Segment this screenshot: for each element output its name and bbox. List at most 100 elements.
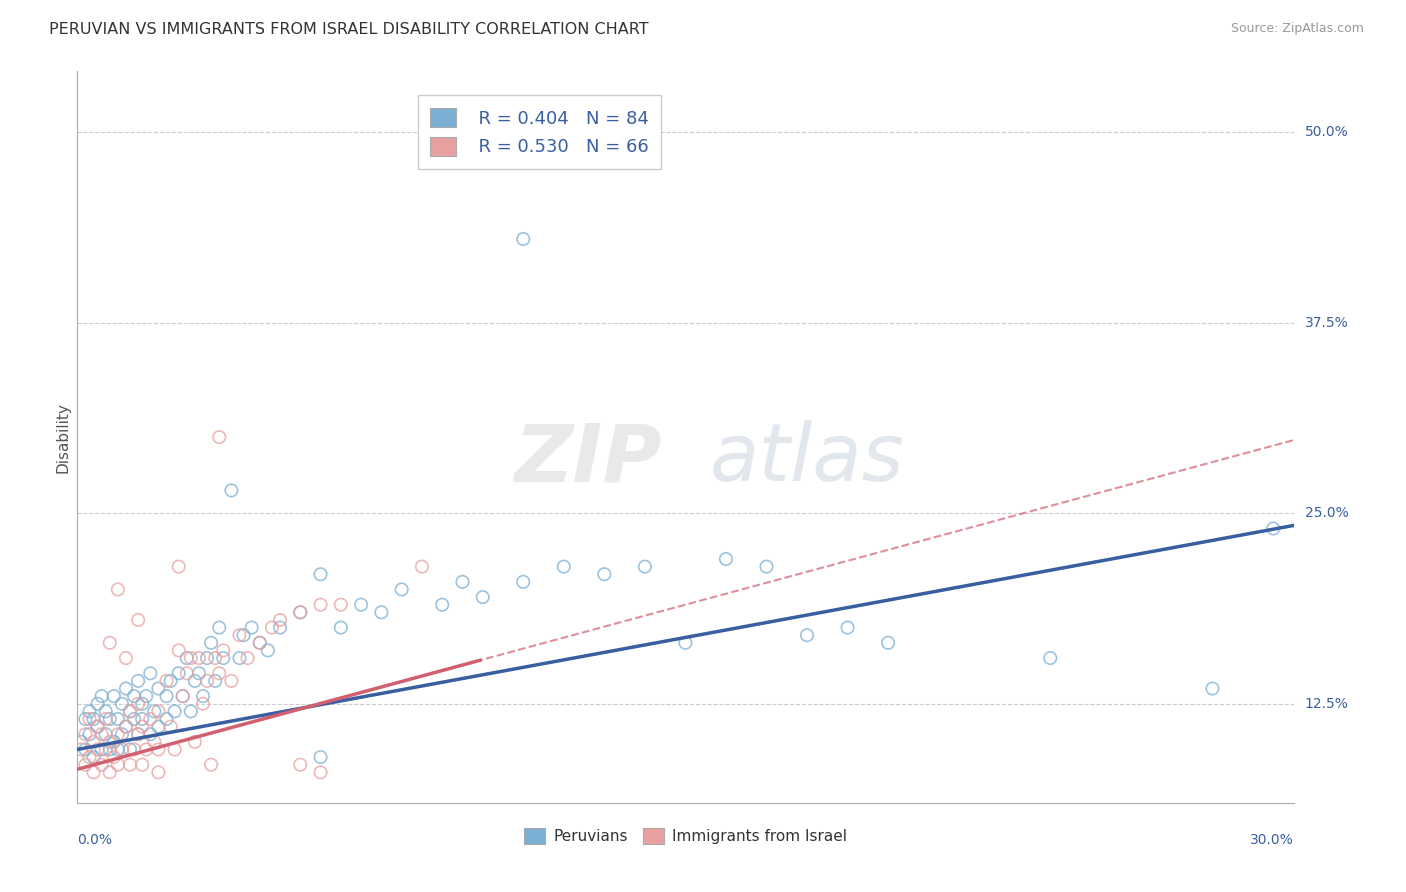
Point — [115, 681, 138, 696]
Point — [90, 757, 112, 772]
Point — [107, 712, 129, 726]
Point — [90, 689, 112, 703]
Point — [188, 666, 211, 681]
Point — [70, 735, 93, 749]
Point — [159, 673, 181, 688]
Point — [139, 712, 162, 726]
Point — [131, 712, 153, 726]
Point — [221, 483, 243, 498]
Y-axis label: Disability: Disability — [55, 401, 70, 473]
Point — [1201, 681, 1223, 696]
Text: Source: ZipAtlas.com: Source: ZipAtlas.com — [1230, 22, 1364, 36]
Point — [94, 712, 117, 726]
Point — [155, 712, 177, 726]
Point — [83, 750, 105, 764]
Point — [75, 712, 97, 726]
Point — [1039, 651, 1062, 665]
Text: 50.0%: 50.0% — [1305, 125, 1348, 139]
Point — [634, 559, 657, 574]
Point — [103, 689, 125, 703]
Point — [148, 742, 170, 756]
Point — [290, 757, 312, 772]
Point — [167, 559, 190, 574]
Point — [131, 720, 153, 734]
Point — [127, 727, 149, 741]
Point — [107, 757, 129, 772]
Point — [98, 765, 121, 780]
Point — [135, 689, 157, 703]
Point — [430, 598, 453, 612]
Point — [269, 613, 291, 627]
Point — [98, 742, 121, 756]
Point — [163, 742, 186, 756]
Point — [837, 621, 859, 635]
Point — [180, 705, 202, 719]
Point — [139, 666, 162, 681]
Point — [228, 628, 250, 642]
Point — [512, 574, 534, 589]
Point — [83, 735, 105, 749]
Point — [135, 742, 157, 756]
Point — [257, 643, 280, 657]
Point — [172, 689, 194, 703]
Point — [103, 750, 125, 764]
Point — [131, 757, 153, 772]
Point — [176, 651, 198, 665]
Point — [309, 598, 332, 612]
Point — [86, 742, 108, 756]
Point — [98, 712, 121, 726]
Point — [309, 750, 332, 764]
Point — [148, 681, 170, 696]
Point — [148, 720, 170, 734]
Point — [877, 636, 900, 650]
Point — [107, 727, 129, 741]
Point — [86, 697, 108, 711]
Point — [75, 757, 97, 772]
Point — [79, 750, 101, 764]
Point — [195, 673, 218, 688]
Point — [471, 590, 494, 604]
Point — [184, 735, 207, 749]
Point — [329, 621, 352, 635]
Point — [127, 673, 149, 688]
Legend: Peruvians, Immigrants from Israel: Peruvians, Immigrants from Israel — [517, 822, 853, 850]
Point — [195, 651, 218, 665]
Point — [86, 720, 108, 734]
Point — [204, 651, 226, 665]
Point — [103, 735, 125, 749]
Point — [200, 636, 222, 650]
Point — [111, 697, 134, 711]
Point — [553, 559, 575, 574]
Point — [309, 567, 332, 582]
Point — [118, 742, 141, 756]
Point — [350, 598, 373, 612]
Point — [714, 552, 737, 566]
Point — [111, 727, 134, 741]
Point — [143, 735, 166, 749]
Point — [796, 628, 818, 642]
Point — [188, 651, 211, 665]
Text: 37.5%: 37.5% — [1305, 316, 1348, 330]
Point — [240, 621, 263, 635]
Point — [232, 628, 254, 642]
Point — [200, 757, 222, 772]
Point — [127, 613, 149, 627]
Point — [155, 689, 177, 703]
Point — [98, 735, 121, 749]
Point — [118, 705, 141, 719]
Point — [191, 697, 214, 711]
Point — [115, 720, 138, 734]
Point — [184, 673, 207, 688]
Point — [118, 705, 141, 719]
Text: ZIP: ZIP — [515, 420, 662, 498]
Text: atlas: atlas — [710, 420, 904, 498]
Point — [290, 605, 312, 619]
Point — [122, 689, 145, 703]
Point — [755, 559, 778, 574]
Text: 30.0%: 30.0% — [1250, 833, 1294, 847]
Point — [127, 727, 149, 741]
Point — [249, 636, 271, 650]
Point — [79, 727, 101, 741]
Point — [83, 712, 105, 726]
Point — [159, 720, 181, 734]
